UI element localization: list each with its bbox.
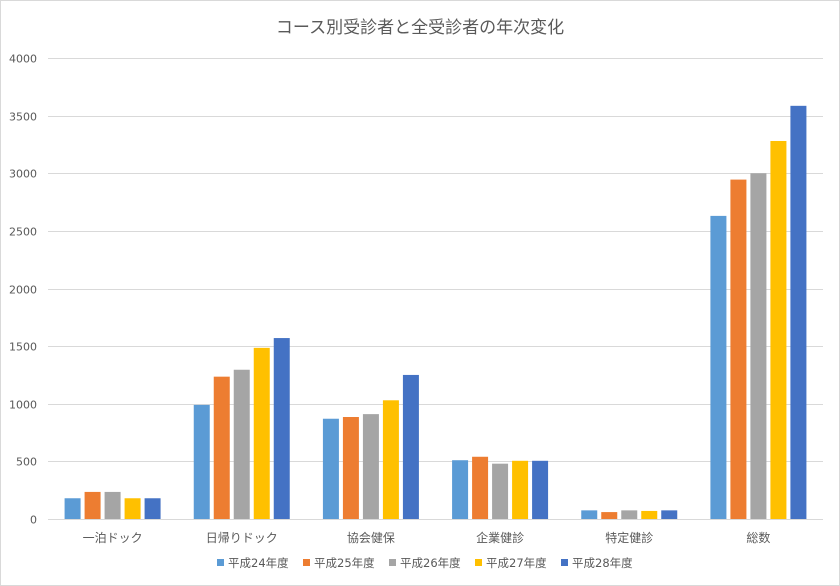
x-category-label: 総数: [746, 530, 770, 545]
bar: [322, 418, 339, 519]
legend-swatch: [217, 559, 224, 566]
bar: [770, 140, 787, 520]
bar: [730, 179, 747, 519]
bar: [84, 491, 101, 519]
legend-entry-label: 平成26年度: [400, 556, 461, 570]
bar: [382, 400, 399, 519]
bar: [621, 510, 638, 519]
bar: [581, 510, 598, 519]
bars: [64, 105, 807, 520]
y-tick-label: 500: [16, 456, 37, 469]
bar: [104, 491, 121, 519]
bar: [233, 369, 250, 519]
gridlines: [48, 58, 823, 520]
y-tick-label: 1500: [9, 341, 37, 354]
legend-swatch: [303, 559, 310, 566]
bar: [750, 173, 767, 519]
bar: [492, 463, 509, 519]
bar: [532, 460, 549, 519]
bar: [601, 512, 618, 519]
legend: 平成24年度 平成25年度 平成26年度 平成27年度 平成28年度: [217, 556, 633, 570]
bar: [362, 414, 379, 519]
x-category-label: 協会健保: [347, 530, 395, 545]
y-tick-label: 1000: [9, 399, 37, 412]
bar: [641, 510, 658, 519]
bar: [253, 347, 270, 519]
legend-entry-label: 平成27年度: [486, 556, 547, 570]
y-tick-label: 0: [30, 514, 37, 527]
legend-entry-label: 平成24年度: [228, 556, 289, 570]
bar: [512, 460, 529, 519]
bar: [213, 376, 230, 519]
x-axis-categories: 一泊ドック 日帰りドック 協会健保 企業健診 特定健診 総数: [83, 530, 771, 545]
x-category-label: 特定健診: [605, 530, 653, 545]
y-tick-label: 3000: [9, 168, 37, 181]
y-axis-ticks: 0 500 1000 1500 2000 2500 3000 3500 4000: [9, 53, 37, 527]
bar: [273, 338, 290, 519]
legend-entry-label: 平成28年度: [572, 556, 633, 570]
legend-swatch: [561, 559, 568, 566]
bar: [342, 417, 359, 519]
chart-title: コース別受診者と全受診者の年次変化: [276, 18, 564, 38]
x-category-label: 日帰りドック: [206, 531, 278, 545]
legend-swatch: [389, 559, 396, 566]
bar: [193, 404, 210, 519]
bar: [144, 498, 161, 519]
bar: [452, 460, 469, 519]
y-tick-label: 3500: [9, 111, 37, 124]
x-category-label: 企業健診: [476, 530, 524, 545]
y-tick-label: 2500: [9, 226, 37, 239]
y-tick-label: 2000: [9, 284, 37, 297]
bar: [64, 498, 81, 519]
legend-entry-label: 平成25年度: [314, 556, 375, 570]
bar: [402, 374, 419, 519]
bar: [661, 510, 678, 519]
bar: [472, 456, 489, 519]
legend-swatch: [475, 559, 482, 566]
y-tick-label: 4000: [9, 53, 37, 66]
x-category-label: 一泊ドック: [83, 531, 143, 545]
bar: [710, 215, 727, 519]
bar: [124, 498, 141, 519]
bar: [790, 105, 807, 520]
